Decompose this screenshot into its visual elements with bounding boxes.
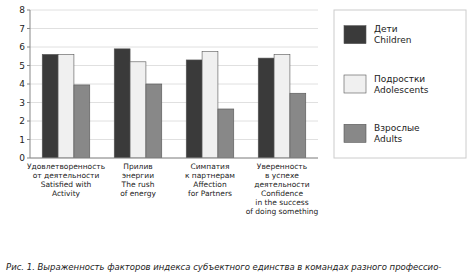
bar [58, 54, 74, 158]
legend-box [334, 10, 466, 158]
x-axis: Удовлетворенностьот деятельностиSatisfie… [27, 162, 319, 216]
bar [274, 54, 290, 158]
tick-label: 0 [19, 153, 25, 163]
caption: Рис. 1. Выраженность факторов индекса су… [6, 262, 441, 272]
bar [114, 49, 130, 158]
legend-label: ВзрослыеAdults [374, 123, 420, 144]
legend-swatch [344, 75, 366, 93]
tick-label: 1 [19, 135, 25, 145]
tick-label: 3 [19, 98, 25, 108]
chart: 0 1 2 3 4 5 6 7 8 Удовлетворенностьот деятельност… [0, 0, 474, 276]
legend-swatch [344, 124, 366, 142]
y-axis-line [30, 10, 31, 158]
grid-line [30, 10, 318, 11]
legend-label: ПодросткиAdolescents [374, 74, 429, 95]
bars [42, 49, 306, 158]
tick-label: 8 [19, 5, 25, 15]
bar [186, 60, 202, 158]
category-label: Удовлетворенностьот деятельностиSatisfie… [27, 162, 105, 198]
bar [218, 109, 234, 158]
bar [42, 54, 58, 158]
bar [202, 52, 218, 158]
tick-label: 2 [19, 116, 25, 126]
bar [258, 58, 274, 158]
tick-label: 4 [19, 79, 25, 89]
bar [290, 93, 306, 158]
legend-swatch [344, 26, 366, 44]
bar [146, 84, 162, 158]
grid-line [30, 158, 318, 159]
bar [130, 62, 146, 158]
tick-label: 7 [19, 24, 25, 34]
x-axis-line [30, 158, 318, 159]
tick-label: 5 [19, 61, 25, 71]
grid-line [30, 28, 318, 29]
category-label: ПриливэнергииThe rushof energy [120, 162, 156, 198]
grid-line [30, 47, 318, 48]
y-axis: 0 1 2 3 4 5 6 7 8 [19, 5, 318, 163]
bar [74, 85, 90, 158]
tick-label: 6 [19, 42, 25, 52]
legend-label: ДетиChildren [374, 24, 411, 45]
legend: ДетиChildren ПодросткиAdolescents Взрослые… [334, 10, 466, 158]
category-label: Уверенностьв успехедеятельностиConfidenc… [246, 162, 319, 216]
category-label: Симпатияк партнерамAffectionfor Partners [185, 162, 235, 198]
